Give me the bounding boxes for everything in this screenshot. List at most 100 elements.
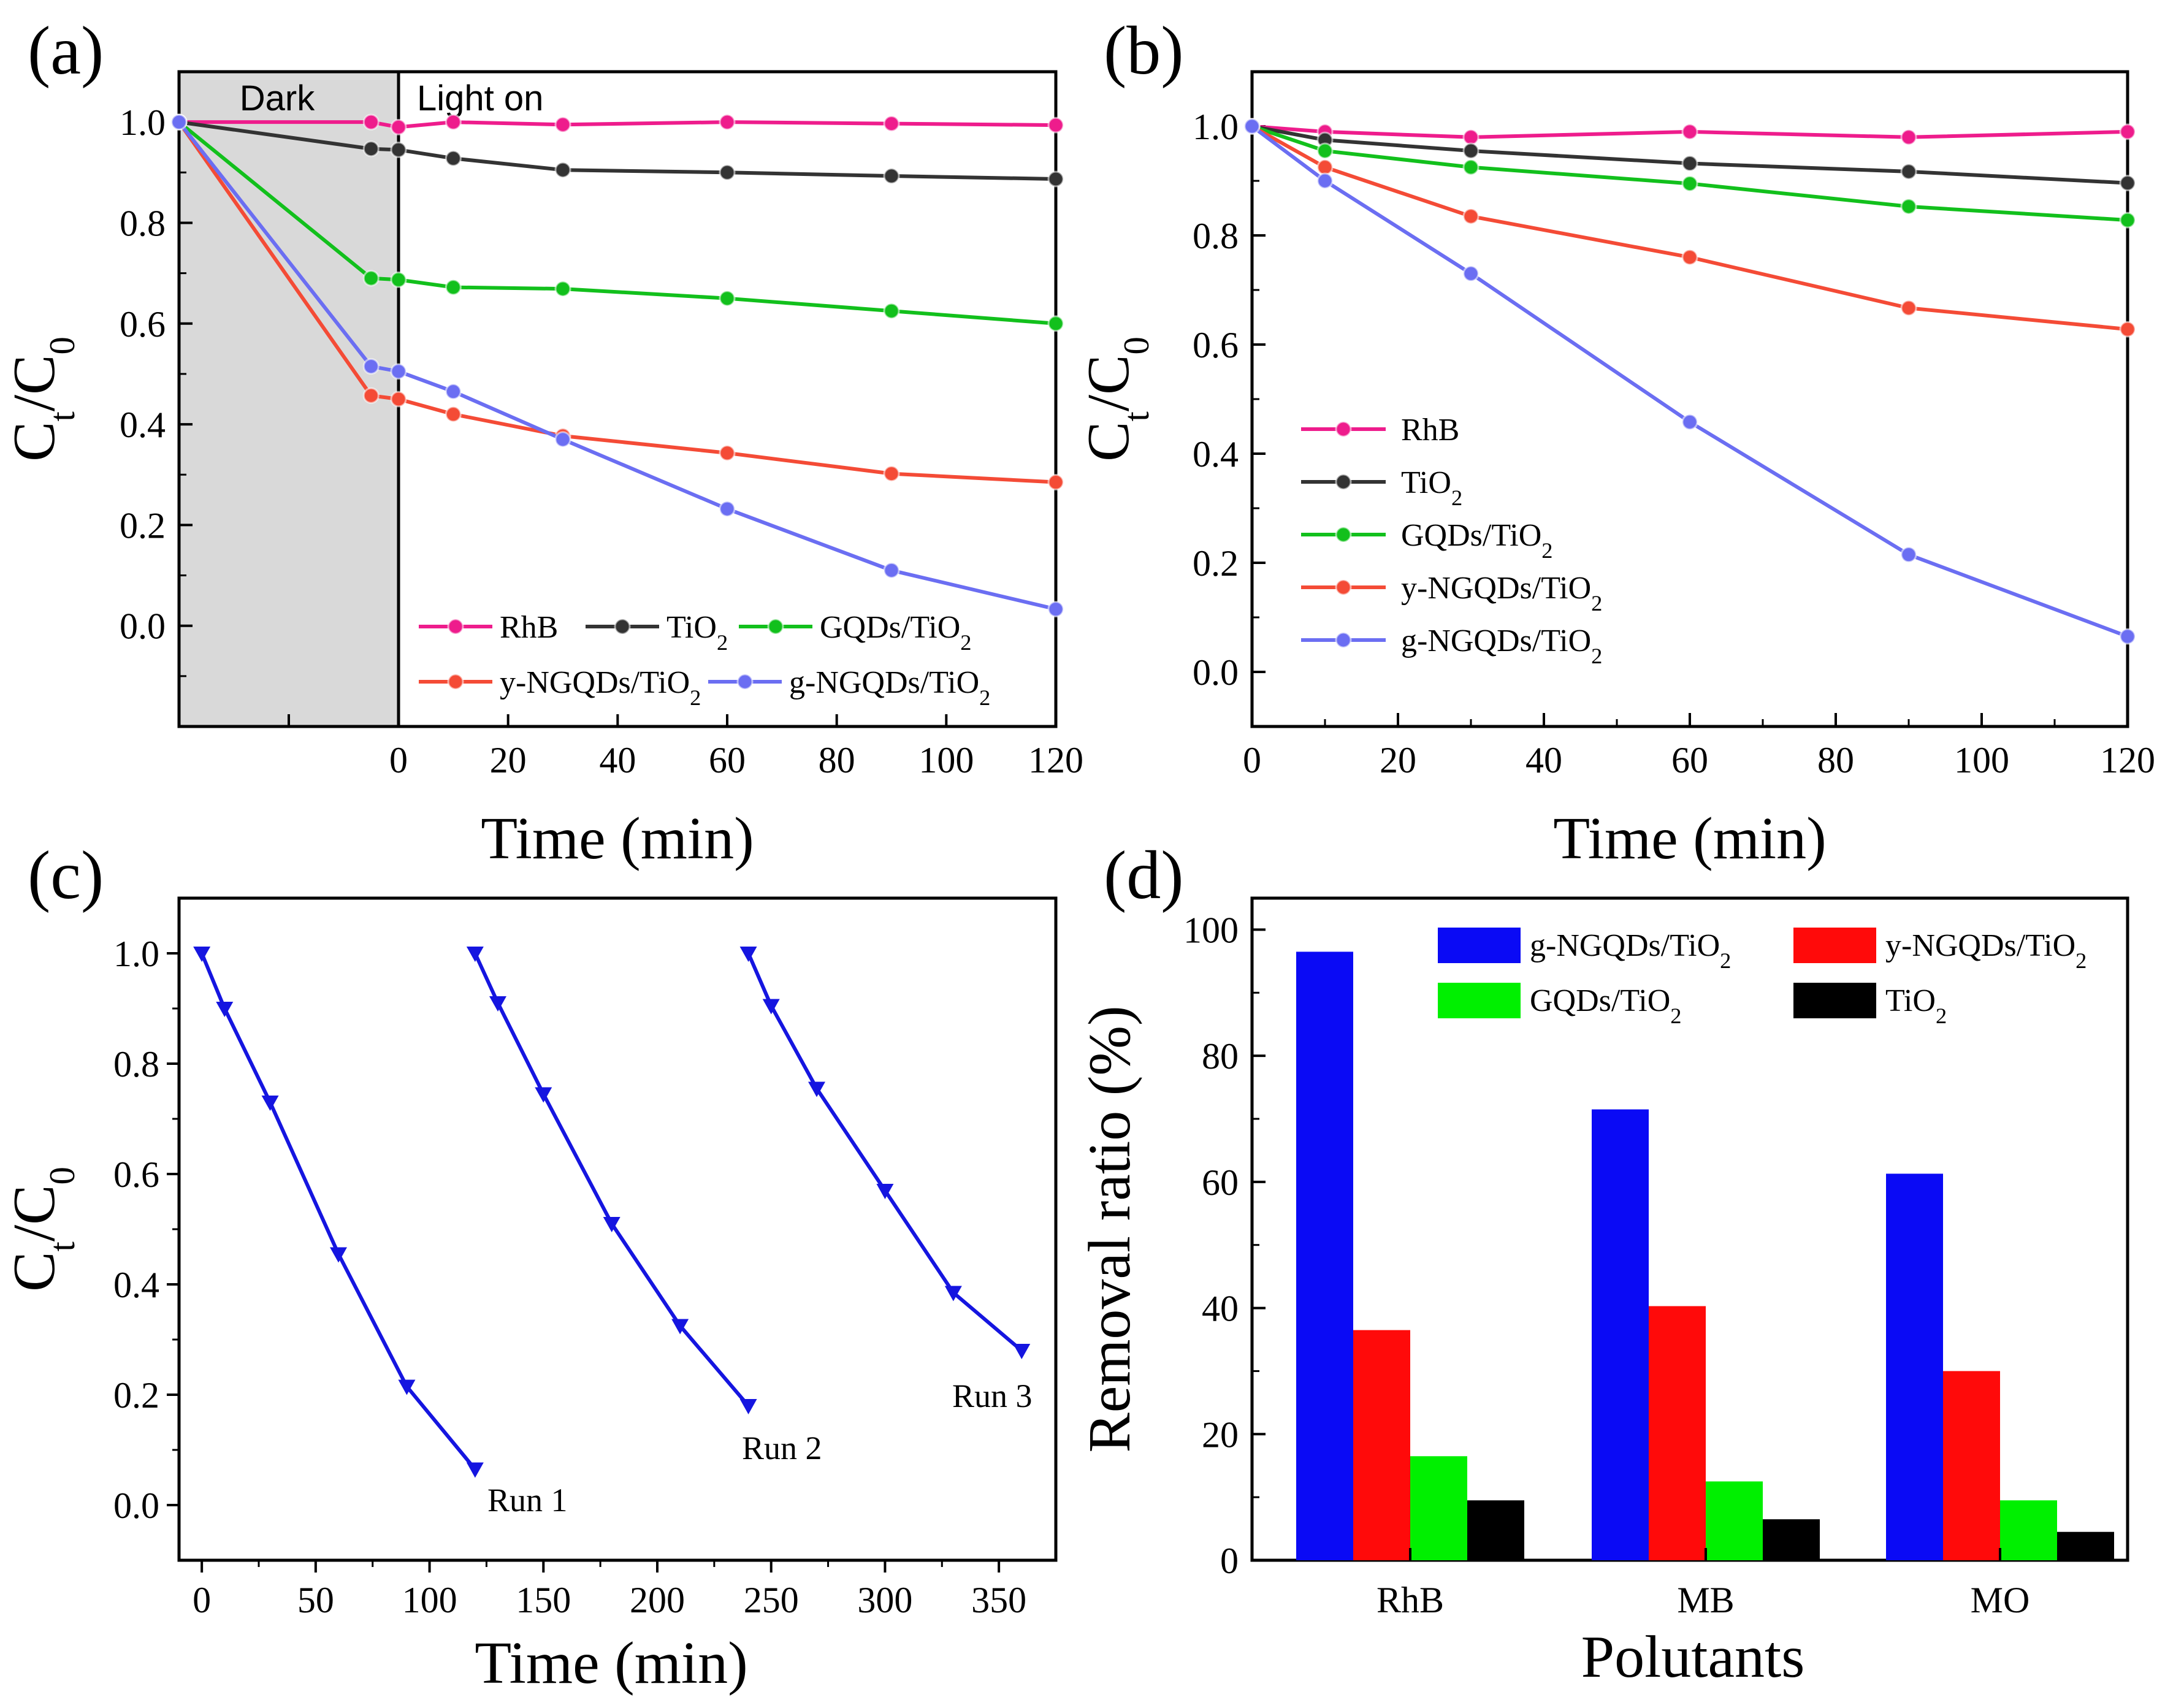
x-tick-label: MO bbox=[1971, 1580, 2030, 1620]
data-point bbox=[808, 1081, 825, 1097]
panel-c: 0 50 100 150 200 250 300 350 0.0 0.2 0.4 0.6 0.8 1.0 R… bbox=[1, 837, 1058, 1696]
series-name-subscript: 2 bbox=[1591, 644, 1602, 668]
data-point bbox=[1316, 172, 1334, 189]
data-point bbox=[1335, 421, 1352, 438]
data-point bbox=[447, 618, 464, 635]
x-tick-label: 150 bbox=[516, 1580, 571, 1620]
bar-TiO2-MO bbox=[2057, 1531, 2114, 1560]
legend-entry: y-NGQDs/TiO2 bbox=[1885, 928, 2087, 973]
x-tick-label: RhB bbox=[1377, 1580, 1444, 1620]
legend-entry: TiO2 bbox=[1401, 465, 1462, 510]
y-tick-label: 0.4 bbox=[113, 1265, 159, 1305]
data-point bbox=[614, 618, 631, 635]
data-point bbox=[1335, 526, 1352, 543]
y-tick-label: 60 bbox=[1202, 1162, 1239, 1203]
data-point bbox=[554, 431, 571, 448]
legend-entry: g-NGQDs/TiO2 bbox=[789, 665, 990, 710]
data-point bbox=[739, 947, 757, 962]
series-name-subscript: 2 bbox=[1451, 486, 1462, 510]
x-tick-label: 60 bbox=[709, 740, 746, 780]
y-axis-label: Ct/C0 bbox=[1075, 337, 1156, 462]
data-point bbox=[671, 1319, 689, 1335]
data-point bbox=[1335, 631, 1352, 649]
data-point bbox=[1462, 129, 1480, 146]
y-axis-label-text: Ct/C0 bbox=[1, 337, 82, 462]
data-point bbox=[883, 302, 900, 319]
data-point bbox=[1047, 315, 1064, 332]
y-tick-label: 1.0 bbox=[1193, 107, 1239, 147]
data-point bbox=[554, 280, 571, 297]
data-point bbox=[1462, 159, 1480, 176]
y-label-slash-c: /C bbox=[1, 1185, 67, 1242]
data-point bbox=[603, 1217, 620, 1232]
x-tick-label: 100 bbox=[918, 740, 974, 780]
data-point bbox=[1462, 142, 1480, 159]
light-region-label: Light on bbox=[417, 78, 543, 118]
x-tick-label: 80 bbox=[819, 740, 855, 780]
series-name-main: TiO bbox=[1401, 465, 1451, 500]
y-tick-label: 0.2 bbox=[120, 505, 166, 546]
data-point bbox=[2119, 123, 2136, 140]
series-name-main: RhB bbox=[500, 610, 558, 645]
bar-GQDs/TiO2-MO bbox=[2000, 1500, 2057, 1560]
series-line-g-NGQDs/TiO2 bbox=[1251, 124, 2129, 638]
data-point bbox=[883, 115, 900, 132]
series-name-subscript: 2 bbox=[1591, 591, 1602, 616]
data-point bbox=[554, 116, 571, 133]
y-axis-label-text: Removal ratio (%) bbox=[1077, 1005, 1143, 1452]
legend-swatch bbox=[1793, 983, 1876, 1018]
series-name-main: GQDs/TiO bbox=[1401, 518, 1541, 553]
y-tick-label: 80 bbox=[1202, 1036, 1239, 1077]
legend-entry: TiO2 bbox=[666, 610, 728, 655]
y-tick-label: 20 bbox=[1202, 1414, 1239, 1455]
data-point bbox=[362, 387, 380, 404]
y-label-sub-0: 0 bbox=[1117, 337, 1156, 354]
data-point bbox=[1047, 601, 1064, 618]
series-name-main: TiO bbox=[1885, 983, 1936, 1018]
run-label: Run 3 bbox=[952, 1378, 1033, 1414]
series-name-main: g-NGQDs/TiO bbox=[1401, 623, 1591, 658]
data-point bbox=[1243, 118, 1261, 135]
data-point bbox=[445, 383, 462, 400]
x-tick-label: 100 bbox=[402, 1580, 457, 1620]
x-axis-label: Time (min) bbox=[481, 806, 754, 872]
legend-entry: TiO2 bbox=[1885, 983, 1947, 1028]
data-point bbox=[362, 113, 380, 131]
series-name-main: RhB bbox=[1401, 413, 1459, 448]
x-tick-label: 120 bbox=[2100, 740, 2155, 780]
data-point bbox=[762, 999, 780, 1015]
legend-entry: GQDs/TiO2 bbox=[1401, 518, 1552, 563]
y-tick-label: 0.8 bbox=[120, 203, 166, 243]
y-tick-label: 0.6 bbox=[1193, 325, 1239, 365]
data-point bbox=[883, 562, 900, 579]
series-name-subscript: 2 bbox=[717, 630, 728, 655]
series-name-main: GQDs/TiO bbox=[820, 610, 960, 645]
data-point bbox=[1047, 474, 1064, 491]
legend-entry: y-NGQDs/TiO2 bbox=[1401, 571, 1602, 616]
data-point bbox=[719, 444, 736, 462]
y-tick-label: 1.0 bbox=[113, 934, 159, 974]
data-point bbox=[719, 164, 736, 181]
data-point bbox=[1681, 123, 1698, 140]
series-name-subscript: 2 bbox=[1720, 948, 1731, 973]
y-tick-label: 0.2 bbox=[1193, 543, 1239, 584]
panel-label-a: (a) bbox=[28, 13, 104, 89]
y-label-sub-0: 0 bbox=[42, 337, 82, 354]
data-point bbox=[1900, 129, 1917, 146]
series-name-subscript: 2 bbox=[1670, 1004, 1681, 1028]
y-axis-label: Removal ratio (%) bbox=[1077, 1005, 1143, 1452]
panel-label-d: (d) bbox=[1104, 837, 1184, 913]
data-point bbox=[466, 1462, 484, 1478]
data-point bbox=[876, 1184, 894, 1199]
y-tick-label: 0.4 bbox=[120, 405, 166, 445]
series-line-run-1 bbox=[200, 952, 477, 1471]
y-tick-label: 0.0 bbox=[120, 606, 166, 647]
bar-GQDs/TiO2-RhB bbox=[1410, 1456, 1467, 1560]
x-tick-label: MB bbox=[1677, 1580, 1734, 1620]
data-point bbox=[1335, 579, 1352, 596]
data-point bbox=[2119, 175, 2136, 192]
data-point bbox=[1316, 159, 1334, 176]
data-point bbox=[390, 141, 407, 158]
legend-entry: g-NGQDs/TiO2 bbox=[1530, 928, 1731, 973]
